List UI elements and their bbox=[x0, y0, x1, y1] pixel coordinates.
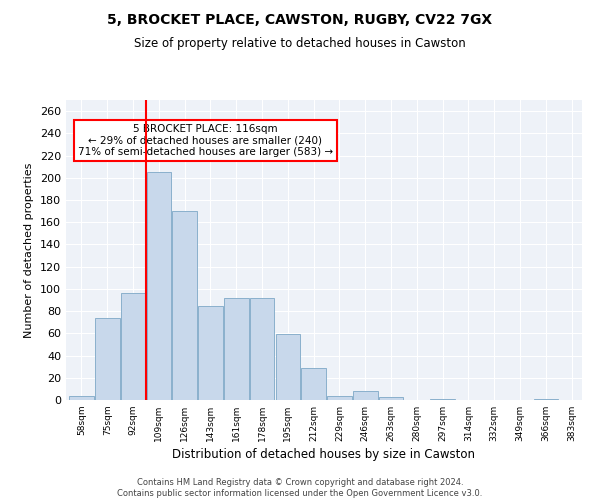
Text: Contains HM Land Registry data © Crown copyright and database right 2024.
Contai: Contains HM Land Registry data © Crown c… bbox=[118, 478, 482, 498]
Bar bbox=[69, 396, 94, 400]
X-axis label: Distribution of detached houses by size in Cawston: Distribution of detached houses by size … bbox=[173, 448, 476, 461]
Bar bbox=[198, 306, 223, 400]
Bar bbox=[430, 399, 455, 400]
Bar bbox=[172, 211, 197, 400]
Text: 5, BROCKET PLACE, CAWSTON, RUGBY, CV22 7GX: 5, BROCKET PLACE, CAWSTON, RUGBY, CV22 7… bbox=[107, 12, 493, 26]
Text: 5 BROCKET PLACE: 116sqm
← 29% of detached houses are smaller (240)
71% of semi-d: 5 BROCKET PLACE: 116sqm ← 29% of detache… bbox=[78, 124, 333, 157]
Bar bbox=[327, 396, 352, 400]
Bar bbox=[379, 396, 403, 400]
Bar bbox=[301, 368, 326, 400]
Bar bbox=[95, 318, 119, 400]
Bar bbox=[353, 391, 377, 400]
Bar bbox=[275, 334, 300, 400]
Bar bbox=[121, 294, 145, 400]
Bar bbox=[146, 172, 171, 400]
Bar bbox=[533, 399, 558, 400]
Bar bbox=[250, 298, 274, 400]
Y-axis label: Number of detached properties: Number of detached properties bbox=[25, 162, 34, 338]
Bar bbox=[224, 298, 248, 400]
Text: Size of property relative to detached houses in Cawston: Size of property relative to detached ho… bbox=[134, 38, 466, 51]
